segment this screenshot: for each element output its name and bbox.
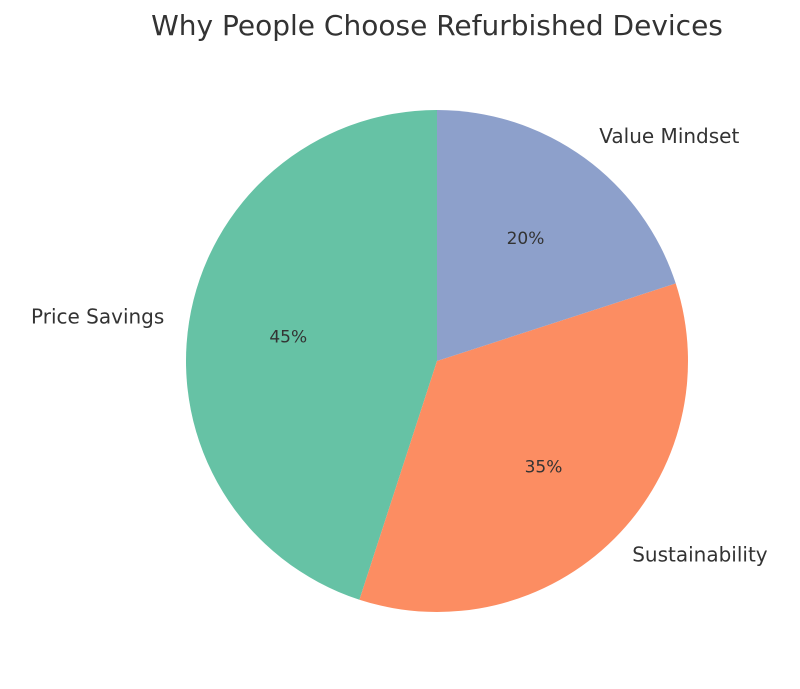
percent-label: 35% (525, 457, 563, 477)
chart-title: Why People Choose Refurbished Devices (151, 9, 723, 42)
slice-label: Value Mindset (599, 124, 739, 148)
slice-label: Price Savings (31, 304, 164, 328)
pie-slice (437, 109, 676, 361)
percent-label: 20% (507, 229, 545, 249)
slice-label: Sustainability (632, 543, 768, 567)
pie-slice (359, 283, 688, 613)
pie-slice (185, 110, 437, 600)
percent-label: 45% (269, 327, 307, 347)
